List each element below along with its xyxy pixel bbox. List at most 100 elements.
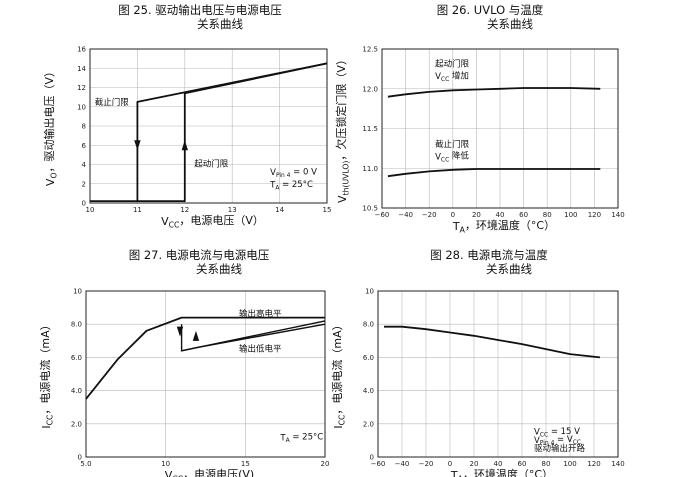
x-tick-label: 140 <box>611 460 624 468</box>
y-tick-label: 0 <box>82 200 86 208</box>
x-axis-label: VCC，电源电压（V） <box>161 213 264 229</box>
x-tick-label: 15 <box>323 206 332 214</box>
y-tick-label: 2 <box>82 180 86 188</box>
y-axis-label: ICC，电源电流（mA） <box>330 319 346 428</box>
y-tick-label: 11.5 <box>362 125 378 133</box>
y-tick-label: 12 <box>77 84 86 92</box>
y-tick-label: 12.0 <box>362 85 378 93</box>
annotation: VCC = 15 V <box>534 427 580 439</box>
annotation: 输出高电平 <box>239 309 282 320</box>
series-line-2 <box>387 168 601 178</box>
y-tick-label: 12.5 <box>362 46 378 54</box>
x-axis-label: VCC，电源电压(V) <box>165 467 254 477</box>
y-tick-label: 10 <box>365 288 374 296</box>
x-tick-label: 20 <box>321 460 330 468</box>
chart-title: 关系曲线 <box>196 262 242 276</box>
x-tick-label: 40 <box>494 460 503 468</box>
y-axis-label: VO，驱动输出电压（V） <box>42 66 58 186</box>
x-tick-label: 100 <box>564 211 577 219</box>
series-line-1 <box>387 87 601 98</box>
annotation: 输出低电平 <box>239 344 282 355</box>
arrow-up <box>181 140 188 151</box>
x-tick-label: 40 <box>496 211 505 219</box>
y-tick-label: 0 <box>78 454 82 462</box>
x-tick-label: −60 <box>371 460 386 468</box>
x-tick-label: −20 <box>419 460 434 468</box>
x-tick-label: −60 <box>375 211 390 219</box>
series-line-1 <box>85 316 325 400</box>
x-tick-label: −40 <box>395 460 410 468</box>
x-tick-label: 13 <box>228 206 237 214</box>
x-tick-label: 0 <box>448 460 452 468</box>
y-tick-label: 10 <box>73 288 82 296</box>
x-tick-label: 11 <box>133 206 142 214</box>
arrow-down <box>134 140 141 151</box>
x-tick-label: −40 <box>398 211 413 219</box>
y-tick-label: 0 <box>370 454 374 462</box>
y-tick-label: 6 <box>82 142 87 150</box>
annotation: 起动门限 <box>194 158 229 169</box>
annotation: TA = 25°C <box>269 180 313 192</box>
y-tick-label: 16 <box>77 46 86 54</box>
x-tick-label: 120 <box>587 460 600 468</box>
plot-frame <box>377 290 619 458</box>
chart-title: 关系曲线 <box>487 17 533 31</box>
annotation: TA = 25°C <box>279 433 323 445</box>
y-tick-label: 8.0 <box>71 321 82 329</box>
plot-frame <box>89 48 328 204</box>
y-tick-label: 4.0 <box>363 387 374 395</box>
arrow-down <box>176 326 184 337</box>
annotation: 起动门限 <box>435 58 470 69</box>
annotation: VCC 增加 <box>435 70 469 83</box>
x-tick-label: 80 <box>543 211 552 219</box>
series-line-3 <box>181 323 326 352</box>
x-tick-label: 100 <box>563 460 576 468</box>
x-tick-label: 80 <box>542 460 551 468</box>
plot-frame <box>381 48 619 209</box>
figure-label: 图 25. 驱动输出电压与电源电压 <box>118 3 282 17</box>
x-tick-label: 15 <box>241 460 250 468</box>
y-tick-label: 8.0 <box>363 321 374 329</box>
y-tick-label: 11.0 <box>362 165 378 173</box>
y-tick-label: 2.0 <box>363 420 374 428</box>
figure-label: 图 28. 电源电流与温度 <box>430 248 548 262</box>
y-tick-label: 6.0 <box>71 354 82 362</box>
y-axis-label: ICC，电源电流（mA） <box>38 319 54 428</box>
x-axis-label: TA，环境温度（°C） <box>452 218 555 234</box>
x-tick-label: 60 <box>518 460 527 468</box>
y-axis-label: Vth(UVLO)，欠压锁定门限（V） <box>334 54 350 203</box>
y-tick-label: 10 <box>77 103 86 111</box>
chart-title: 关系曲线 <box>486 262 532 276</box>
x-tick-label: 14 <box>275 206 284 214</box>
y-tick-label: 6.0 <box>363 354 374 362</box>
annotation: VPin 4 = VCC <box>534 435 581 447</box>
x-tick-label: 60 <box>519 211 528 219</box>
annotation: 截止门限 <box>95 97 130 108</box>
annotation: 截止门限 <box>435 139 470 150</box>
x-axis-label: TA，环境温度（°C） <box>450 467 553 477</box>
y-tick-label: 4 <box>82 161 87 169</box>
y-tick-label: 2.0 <box>71 420 82 428</box>
figure-label: 图 26. UVLO 与温度 <box>437 3 544 17</box>
series-line-1 <box>384 325 601 359</box>
x-tick-label: 5.0 <box>80 460 91 468</box>
figure-label: 图 27. 电源电流与电源电压 <box>129 248 270 262</box>
x-tick-label: 140 <box>611 211 624 219</box>
arrow-up <box>192 330 200 341</box>
x-tick-label: −20 <box>422 211 437 219</box>
x-tick-label: 20 <box>472 211 481 219</box>
chart-title: 关系曲线 <box>197 17 243 31</box>
plot-frame <box>85 290 326 458</box>
annotation: VPin 4 = 0 V <box>270 167 317 179</box>
annotation: 驱动输出开路 <box>534 443 586 454</box>
y-tick-label: 4.0 <box>71 387 82 395</box>
x-tick-label: 10 <box>86 206 95 214</box>
y-tick-label: 8 <box>82 123 86 131</box>
x-tick-label: 120 <box>588 211 601 219</box>
x-tick-label: 0 <box>451 211 455 219</box>
